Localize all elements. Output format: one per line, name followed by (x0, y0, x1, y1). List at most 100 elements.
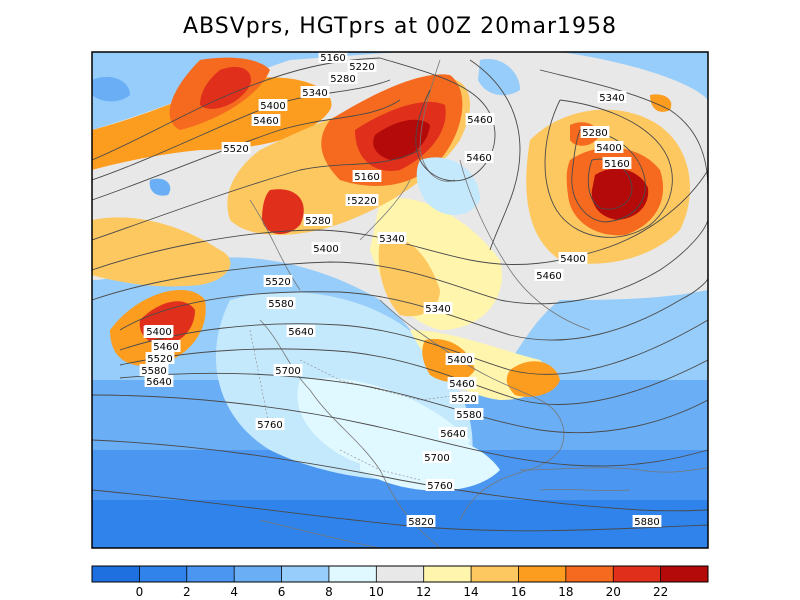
contour-label: 5640 (144, 375, 174, 388)
contour-label-text: 5280 (582, 128, 607, 139)
colorbar-tick-label: 8 (325, 585, 333, 599)
contour-label-text: 5400 (146, 327, 171, 338)
height-contours (92, 57, 708, 532)
contour-label: 5340 (597, 91, 627, 104)
contour-label: 5520 (263, 275, 293, 288)
contour-label-text: 5700 (275, 366, 300, 377)
colorbar-tick-label: 2 (183, 585, 191, 599)
colorbar-swatch (281, 566, 330, 582)
contour-label-text: 5640 (146, 377, 171, 388)
colorbar-swatch (471, 566, 519, 582)
contour-label-text: 5400 (596, 143, 621, 154)
map-title: ABSVprs, HGTprs at 00Z 20mar1958 (182, 14, 618, 39)
colorbar: 0 2 4 6 8 10 12 14 16 18 20 22 (91, 565, 709, 599)
colorbar-tick-label: 16 (511, 585, 526, 599)
contour-label: 5160 (318, 51, 348, 64)
contour-label: 5340 (300, 86, 330, 99)
contour-label-text: 5160 (604, 159, 629, 170)
contour-label-text: 5340 (379, 234, 404, 245)
contour-label-text: 5460 (153, 342, 178, 353)
contour-label-text: 5520 (147, 354, 172, 365)
contour-label-text: 5520 (265, 277, 290, 288)
contour-label-text: 5580 (141, 366, 166, 377)
contour-label-text: 5760 (427, 481, 452, 492)
contour-label: 5460 (534, 269, 564, 282)
contour-label-text: 5280 (305, 216, 330, 227)
contour-label: 5580 (266, 297, 296, 310)
contour-label: 5340 (423, 302, 453, 315)
contour-label: 5820 (406, 515, 436, 528)
colorbar-tick-label: 22 (653, 585, 668, 599)
contour-label-text: 5580 (268, 299, 293, 310)
contour-label: 5340 (377, 232, 407, 245)
contour-label: 5640 (286, 325, 316, 338)
contour-label: 5580 (454, 408, 484, 421)
contour-label: 5580 (139, 364, 169, 377)
contour-label: 5520 (221, 142, 251, 155)
colorbar-tick-label: 6 (278, 585, 286, 599)
contour-label: 5280 (328, 72, 358, 85)
contour-label-text: 5520 (451, 394, 476, 405)
contour-label-text: 5460 (467, 115, 492, 126)
contour-label-text: 5640 (440, 429, 465, 440)
contour-label: 5400 (594, 141, 624, 154)
contour-label: 5400 (558, 252, 588, 265)
contour-label-text: 5520 (223, 144, 248, 155)
contour-label: 5700 (422, 451, 452, 464)
colorbar-tick-label: 14 (463, 585, 478, 599)
contour-label-text: 5400 (313, 244, 338, 255)
colorbar-swatch (186, 566, 235, 582)
plot-frame (91, 51, 709, 549)
colorbar-tick-label: 18 (558, 585, 573, 599)
contour-label-text: 5160 (320, 53, 345, 64)
contour-label-text: 5220 (351, 196, 376, 207)
colorbar-swatch (518, 566, 567, 582)
colorbar-swatch (328, 566, 377, 582)
contour-label: 5220 (347, 60, 377, 73)
contour-label-text: 5340 (425, 304, 450, 315)
colorbar-swatch (660, 566, 709, 582)
contour-label: 5880 (632, 515, 662, 528)
contour-label: 5520 (449, 392, 479, 405)
contour-label-text: 5160 (354, 172, 379, 183)
contour-label-text: 5700 (424, 453, 449, 464)
contour-label-text: 5460 (466, 153, 491, 164)
colorbar-tick-label: 4 (230, 585, 238, 599)
contour-label: 5400 (258, 99, 288, 112)
contour-label: 5460 (465, 113, 495, 126)
contour-label: 5760 (255, 418, 285, 431)
contour-label: 5640 (438, 427, 468, 440)
contour-label-text: 5880 (634, 517, 659, 528)
colorbar-tick-label: 20 (606, 585, 621, 599)
colorbar-swatch (613, 566, 662, 582)
contour-label: 5760 (425, 479, 455, 492)
contour-label: 5460 (447, 377, 477, 390)
contour-label: 5460 (151, 340, 181, 353)
contour-label: 5160 (602, 157, 632, 170)
contour-label: 5220 (349, 194, 379, 207)
contour-label: 5400 (445, 353, 475, 366)
contour-label: 5460 (251, 114, 281, 127)
contour-label-text: 5580 (456, 410, 481, 421)
contour-label: 5400 (144, 325, 174, 338)
colorbar-swatch (376, 566, 425, 582)
contour-label-text: 5400 (260, 101, 285, 112)
contour-label-text: 5460 (536, 271, 561, 282)
contour-label-text: 5460 (449, 379, 474, 390)
contour-label-text: 5340 (599, 93, 624, 104)
contour-label: 5280 (580, 126, 610, 139)
contour-label-text: 5220 (349, 62, 374, 73)
colorbar-swatch (234, 566, 283, 582)
colorbar-tick-label: 10 (369, 585, 384, 599)
contour-label-text: 5820 (408, 517, 433, 528)
contour-labels: 5160522052805340540054605520540054605160… (139, 51, 662, 528)
contour-label-text: 5640 (288, 327, 313, 338)
colorbar-frame (91, 565, 709, 583)
contour-label-text: 5760 (257, 420, 282, 431)
colorbar-tick-label: 0 (136, 585, 144, 599)
contour-label: 5520 (145, 352, 175, 365)
country-borders (249, 329, 461, 481)
contour-label-text: 5340 (302, 88, 327, 99)
contour-label: 5160 (352, 170, 382, 183)
